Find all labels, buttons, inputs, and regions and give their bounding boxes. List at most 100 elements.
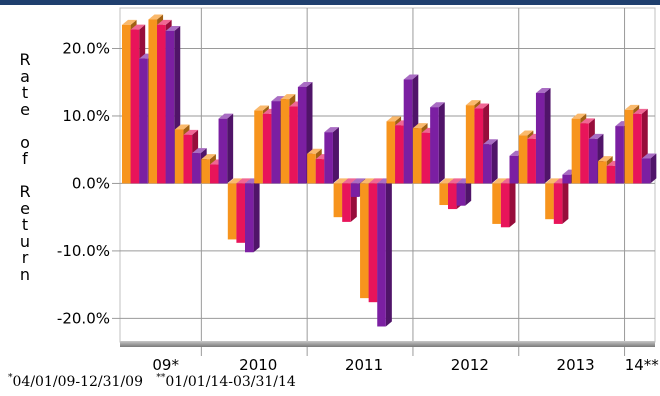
y-tick-label: 0.0% [72, 174, 110, 192]
bar-top [492, 178, 507, 184]
bar-top [122, 19, 137, 25]
bar-front [580, 123, 589, 184]
bar-front [509, 155, 519, 184]
bar-front [271, 101, 281, 184]
bar-top [386, 116, 402, 122]
y-axis-label-letter: r [21, 248, 29, 267]
y-axis-label-letter: t [21, 215, 29, 234]
bar-front [535, 93, 545, 184]
bar-top [236, 178, 251, 184]
bar-top [360, 178, 375, 184]
bar-front [201, 159, 210, 184]
bar-front [360, 183, 369, 299]
bar-top [342, 178, 357, 184]
bar-front [615, 126, 624, 184]
bar-front [342, 183, 351, 222]
y-tick-label: -10.0% [57, 242, 110, 260]
bar-top [580, 118, 595, 124]
bar-top [624, 104, 640, 110]
bar-front [395, 125, 404, 184]
bar-2012-2 [500, 178, 516, 228]
bar-front [571, 118, 581, 184]
bar-top [280, 94, 296, 100]
bar-top [641, 153, 657, 159]
bars [122, 14, 657, 327]
bar-side [562, 178, 569, 224]
footnote-mark-1: * [8, 373, 13, 383]
bar-top [201, 154, 216, 160]
bar-front [174, 129, 184, 184]
bar-front [527, 138, 536, 184]
bar-top [192, 148, 207, 154]
bar-top [130, 24, 146, 30]
bar-front [474, 108, 484, 184]
bar-front [624, 109, 634, 184]
bar-side [465, 178, 472, 206]
bar-front [245, 183, 254, 253]
bar-front [183, 134, 193, 184]
bar-front [148, 19, 158, 184]
bar-14**-3 [641, 153, 657, 184]
bar-front [518, 135, 528, 184]
top-accent-bar [0, 0, 660, 5]
bar-front [545, 183, 554, 220]
bar-front [483, 144, 492, 184]
bar-front [289, 106, 298, 184]
bar-front [227, 183, 237, 240]
bar-front [500, 183, 510, 228]
bar-top [324, 127, 339, 133]
bar-front [633, 113, 642, 184]
bar-top [412, 123, 428, 129]
y-axis-label-letter: t [21, 83, 29, 102]
bar-top [465, 100, 481, 106]
x-tick-label: 2010 [239, 356, 277, 374]
bar-2013-3 [535, 88, 551, 184]
y-axis-label-letter: a [20, 66, 30, 86]
bar-front [492, 183, 501, 224]
bar-front [456, 183, 466, 206]
bar-top [307, 148, 322, 154]
x-tick-label: 2012 [451, 356, 489, 374]
bar-top [448, 178, 463, 184]
bar-top [598, 156, 613, 162]
chart-floor [120, 341, 655, 347]
y-axis-label-letter: u [19, 231, 31, 251]
x-tick-label: 14** [625, 356, 660, 374]
bar-front [192, 153, 201, 184]
bar-front [122, 24, 131, 184]
y-axis-label-letter: R [19, 182, 31, 201]
bar-2011-3 [377, 178, 392, 327]
bar-front [421, 132, 431, 184]
bar-top [535, 88, 551, 94]
bar-front [403, 79, 413, 184]
bar-front [333, 183, 343, 218]
bar-front [430, 107, 439, 184]
bar-top [588, 133, 604, 139]
footnote-text-1: 04/01/09-12/31/09 [12, 374, 143, 390]
bar-front [139, 58, 148, 184]
y-axis-label-letter: o [20, 132, 30, 152]
bar-front [553, 183, 563, 224]
bar-top [633, 108, 648, 114]
bar-front [598, 161, 607, 184]
bar-front [165, 30, 175, 184]
bar-side [385, 178, 392, 327]
bar-top [474, 103, 490, 109]
bar-top [518, 130, 534, 136]
y-tick-label: 20.0% [62, 39, 110, 57]
bar-front [157, 24, 166, 184]
bar-top [227, 178, 243, 184]
footnote: *04/01/09-12/31/09 **01/01/14-03/31/14 [8, 373, 296, 390]
bar-front [350, 183, 360, 197]
bar-side [491, 139, 498, 184]
bar-top [157, 19, 172, 25]
x-tick-label: 09* [152, 356, 179, 374]
bar-front [386, 121, 396, 184]
y-axis-label-letter: f [22, 149, 28, 168]
bar-2012-3 [430, 102, 445, 184]
x-tick-label: 2013 [557, 356, 595, 374]
y-tick-label: -20.0% [57, 309, 110, 327]
bar-top [271, 96, 287, 102]
bar-front [439, 183, 448, 206]
